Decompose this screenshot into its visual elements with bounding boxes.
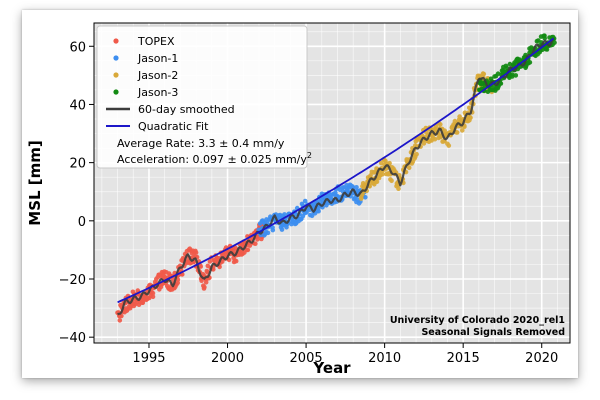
- legend-marker-jason-3: [113, 89, 119, 95]
- data-point-jason-3: [509, 74, 515, 79]
- x-tick-label: 2020: [525, 351, 558, 366]
- legend-acceleration-text: Acceleration: 0.097 ± 0.025 mm/y: [117, 153, 307, 166]
- data-point-topex: [150, 290, 156, 296]
- data-point-jason-2: [380, 171, 385, 177]
- x-tick-label: 2015: [447, 351, 480, 366]
- data-point-jason-2: [438, 122, 443, 127]
- data-point-jason-2: [421, 141, 427, 146]
- legend-marker-topex: [113, 38, 119, 44]
- data-point-jason-3: [544, 47, 550, 52]
- data-point-jason-2: [457, 114, 462, 119]
- legend-label-jason-2: Jason-2: [137, 69, 178, 82]
- data-point-jason-2: [454, 130, 460, 135]
- data-point-jason-2: [432, 136, 438, 142]
- data-point-jason-1: [279, 227, 285, 232]
- data-point-jason-2: [387, 160, 392, 166]
- y-axis-label: MSL [mm]: [26, 140, 44, 225]
- legend-marker-jason-1: [113, 55, 119, 61]
- data-point-topex: [207, 259, 213, 264]
- data-point-jason-2: [358, 196, 364, 201]
- x-tick-label: 2010: [368, 351, 401, 366]
- legend: TOPEX Jason-1 Jason-2 Jason-3 60-day smo…: [96, 25, 312, 169]
- legend-label-topex: TOPEX: [137, 35, 175, 48]
- legend-average-rate: Average Rate: 3.3 ± 0.4 mm/y: [117, 137, 285, 150]
- credit-line-1: University of Colorado 2020_rel1: [390, 315, 565, 326]
- plot-frame: [93, 22, 571, 344]
- data-point-jason-2: [406, 165, 412, 171]
- data-point-jason-2: [414, 151, 419, 157]
- data-point-jason-2: [446, 143, 452, 148]
- data-point-jason-2: [374, 179, 380, 184]
- data-point-topex: [247, 243, 253, 248]
- legend-label-smoothed: 60-day smoothed: [138, 103, 235, 116]
- legend-label-jason-3: Jason-3: [137, 86, 178, 99]
- y-tick-label: −40: [59, 331, 86, 346]
- data-point-jason-3: [513, 73, 519, 78]
- data-point-jason-3: [552, 40, 557, 45]
- series-line-60-day-smoothed: [117, 37, 555, 316]
- legend-label-jason-1: Jason-1: [137, 52, 178, 65]
- x-axis-label: Year: [312, 359, 351, 377]
- data-point-jason-3: [498, 81, 504, 86]
- data-point-jason-1: [316, 208, 321, 214]
- x-tick-label: 1995: [132, 351, 165, 366]
- data-point-topex: [253, 241, 258, 246]
- data-point-topex: [175, 280, 180, 286]
- chart-card: 1995 2000 2005 2010 2015 2020 −40 −20 0 20 40 60 Ye…: [22, 10, 578, 378]
- y-tick-label: 40: [69, 98, 86, 113]
- data-point-jason-2: [460, 128, 465, 133]
- data-point-topex: [193, 250, 199, 255]
- data-point-topex: [150, 294, 156, 300]
- y-tick-label: −20: [59, 273, 86, 288]
- data-point-topex: [198, 264, 203, 269]
- legend-acceleration-exponent: 2: [307, 151, 312, 160]
- axis-ticks: 1995 2000 2005 2010 2015 2020 −40 −20 0 20 40 60: [59, 40, 559, 366]
- y-tick-label: 20: [69, 157, 86, 172]
- data-point-jason-1: [363, 195, 368, 200]
- data-point-jason-2: [389, 178, 394, 184]
- data-point-jason-1: [302, 198, 308, 204]
- data-point-jason-1: [282, 212, 287, 217]
- data-point-jason-1: [354, 185, 359, 190]
- legend-marker-jason-2: [113, 72, 119, 78]
- data-point-jason-3: [527, 60, 533, 65]
- data-point-jason-2: [481, 71, 487, 77]
- series-line-quadratic-fit: [117, 37, 555, 304]
- data-point-jason-2: [442, 128, 448, 133]
- data-point-topex: [202, 284, 207, 290]
- data-point-topex: [233, 258, 239, 264]
- x-tick-label: 2000: [211, 351, 244, 366]
- legend-acceleration: Acceleration: 0.097 ± 0.025 mm/y2: [117, 151, 312, 166]
- data-point-jason-1: [270, 225, 275, 230]
- data-point-jason-3: [542, 35, 547, 41]
- data-point-jason-2: [368, 173, 373, 178]
- y-tick-label: 0: [78, 215, 86, 230]
- data-point-topex: [199, 278, 204, 284]
- data-point-topex: [117, 318, 123, 323]
- data-point-jason-2: [396, 186, 401, 191]
- y-tick-label: 60: [69, 40, 86, 55]
- data-point-topex: [203, 280, 209, 285]
- data-point-jason-1: [304, 210, 309, 215]
- legend-label-quadratic-fit: Quadratic Fit: [138, 120, 209, 133]
- data-point-jason-1: [265, 230, 271, 236]
- data-point-jason-2: [468, 115, 473, 120]
- legend-box: [96, 25, 308, 169]
- x-tick-label: 2005: [290, 351, 323, 366]
- data-point-topex: [245, 247, 251, 253]
- msl-chart: 1995 2000 2005 2010 2015 2020 −40 −20 0 20 40 60 Ye…: [26, 22, 571, 377]
- data-lines: [117, 37, 555, 316]
- data-point-topex: [119, 313, 124, 319]
- credit-line-2: Seasonal Signals Removed: [421, 327, 565, 338]
